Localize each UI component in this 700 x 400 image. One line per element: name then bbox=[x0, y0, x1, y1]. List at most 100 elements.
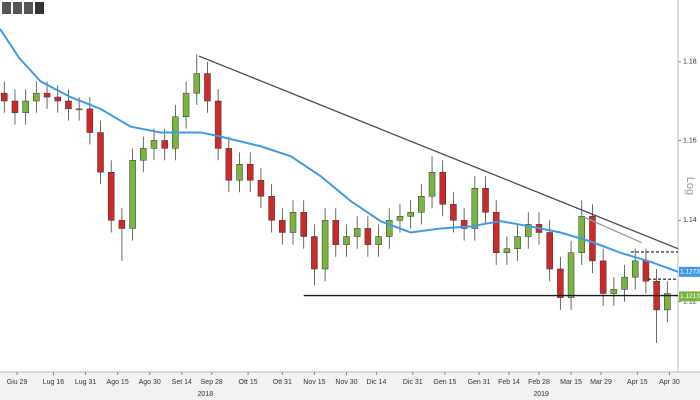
candle-body bbox=[140, 148, 147, 161]
candle-body bbox=[418, 196, 425, 213]
candle-body bbox=[567, 252, 575, 298]
moving-average bbox=[0, 28, 679, 273]
candle-body bbox=[214, 100, 222, 149]
candle-body bbox=[129, 160, 136, 229]
candle-body bbox=[11, 100, 19, 114]
candle-body bbox=[396, 216, 404, 221]
price-label-box bbox=[679, 266, 700, 277]
candle-body bbox=[311, 236, 318, 270]
candle-body bbox=[225, 148, 233, 181]
candle-body bbox=[642, 260, 650, 282]
candle-body bbox=[546, 232, 553, 270]
toolbar bbox=[2, 2, 44, 14]
candle-body bbox=[503, 248, 511, 253]
candle-body bbox=[257, 179, 265, 197]
candle-body bbox=[332, 220, 340, 245]
x-tick-label: Nov 15 bbox=[303, 379, 325, 386]
candle-body bbox=[343, 236, 350, 245]
candle-body bbox=[492, 212, 500, 253]
candle-body bbox=[407, 212, 414, 217]
y-tick-label: 1.14 bbox=[683, 217, 697, 224]
candle-body bbox=[664, 293, 671, 311]
candle-body bbox=[321, 220, 329, 270]
candle-body bbox=[65, 100, 72, 110]
candle-body bbox=[236, 164, 243, 181]
candle-body bbox=[43, 92, 51, 98]
x-tick-label: Gen 31 bbox=[468, 379, 491, 386]
candle-body bbox=[439, 172, 446, 205]
candle-body bbox=[375, 236, 382, 245]
x-tick-label: Lug 16 bbox=[43, 379, 65, 386]
x-tick-label: Dic 14 bbox=[367, 379, 387, 386]
candle-body bbox=[450, 204, 457, 221]
tool-button[interactable] bbox=[24, 2, 33, 14]
candle-body bbox=[353, 228, 361, 237]
candle-body bbox=[300, 212, 307, 237]
x-tick-label: Feb 14 bbox=[498, 379, 520, 386]
candle-body bbox=[599, 260, 607, 294]
candle-body bbox=[525, 224, 532, 237]
candle-body bbox=[97, 132, 104, 173]
tool-button[interactable] bbox=[35, 2, 44, 14]
candle-body bbox=[364, 228, 372, 245]
price-label: 1.1213 bbox=[680, 293, 700, 300]
candle-body bbox=[578, 216, 586, 253]
candle-body bbox=[621, 276, 628, 290]
candle-body bbox=[54, 96, 61, 102]
candle-body bbox=[33, 92, 40, 102]
x-tick-label: Ago 15 bbox=[107, 379, 129, 386]
candle-body bbox=[631, 260, 639, 278]
candle-body bbox=[150, 140, 158, 149]
candle-body bbox=[204, 73, 211, 102]
candle-body bbox=[589, 216, 596, 262]
candle-body bbox=[428, 172, 436, 197]
candle-body bbox=[75, 108, 83, 111]
x-tick-label: Set 14 bbox=[172, 379, 192, 386]
candle-body bbox=[268, 196, 275, 221]
candle-body bbox=[22, 100, 29, 114]
trendline bbox=[198, 55, 679, 250]
x-tick-label: Gen 15 bbox=[433, 379, 456, 386]
x-tick-label: Giu 29 bbox=[7, 379, 28, 386]
candle-body bbox=[557, 268, 564, 298]
x-tick-label: Feb 28 bbox=[528, 379, 550, 386]
candle-body bbox=[460, 220, 468, 229]
x-tick-label: Ott 31 bbox=[273, 379, 292, 386]
candle-body bbox=[193, 73, 201, 94]
candle-body bbox=[279, 220, 286, 233]
candle-body bbox=[1, 92, 8, 102]
year-label: 2019 bbox=[533, 391, 549, 398]
candle-body bbox=[514, 236, 521, 249]
x-tick-label: Dic 31 bbox=[403, 379, 423, 386]
x-tick-label: Apr 15 bbox=[627, 379, 648, 386]
trendline bbox=[583, 216, 642, 244]
y-tick-label: 1.16 bbox=[683, 137, 697, 144]
candle-body bbox=[610, 289, 618, 294]
year-label: 2018 bbox=[198, 391, 214, 398]
x-tick-label: Ott 15 bbox=[239, 379, 258, 386]
candle-body bbox=[182, 92, 190, 117]
candle-body bbox=[118, 220, 126, 229]
candle-body bbox=[161, 140, 168, 149]
x-tick-label: Apr 30 bbox=[659, 379, 680, 386]
x-axis-band bbox=[0, 372, 700, 400]
tool-button[interactable] bbox=[13, 2, 22, 14]
y-tick-label: 1.12 bbox=[683, 299, 697, 306]
x-tick-label: Mar 15 bbox=[560, 379, 582, 386]
price-label: 1.1273 bbox=[680, 269, 700, 276]
candle-body bbox=[289, 212, 297, 233]
x-tick-label: Lug 31 bbox=[75, 379, 97, 386]
scale-label: Log bbox=[684, 177, 696, 195]
x-tick-label: Sep 28 bbox=[201, 379, 223, 386]
price-label-box bbox=[679, 291, 700, 302]
x-tick-label: Ago 30 bbox=[139, 379, 161, 386]
candle-body bbox=[107, 172, 115, 221]
candle-body bbox=[246, 164, 254, 181]
x-tick-label: Nov 30 bbox=[335, 379, 357, 386]
x-tick-label: Mar 29 bbox=[590, 379, 612, 386]
tool-button[interactable] bbox=[2, 2, 11, 14]
candle-body bbox=[471, 187, 479, 229]
candle-body bbox=[86, 108, 94, 133]
candle-body bbox=[386, 220, 393, 237]
